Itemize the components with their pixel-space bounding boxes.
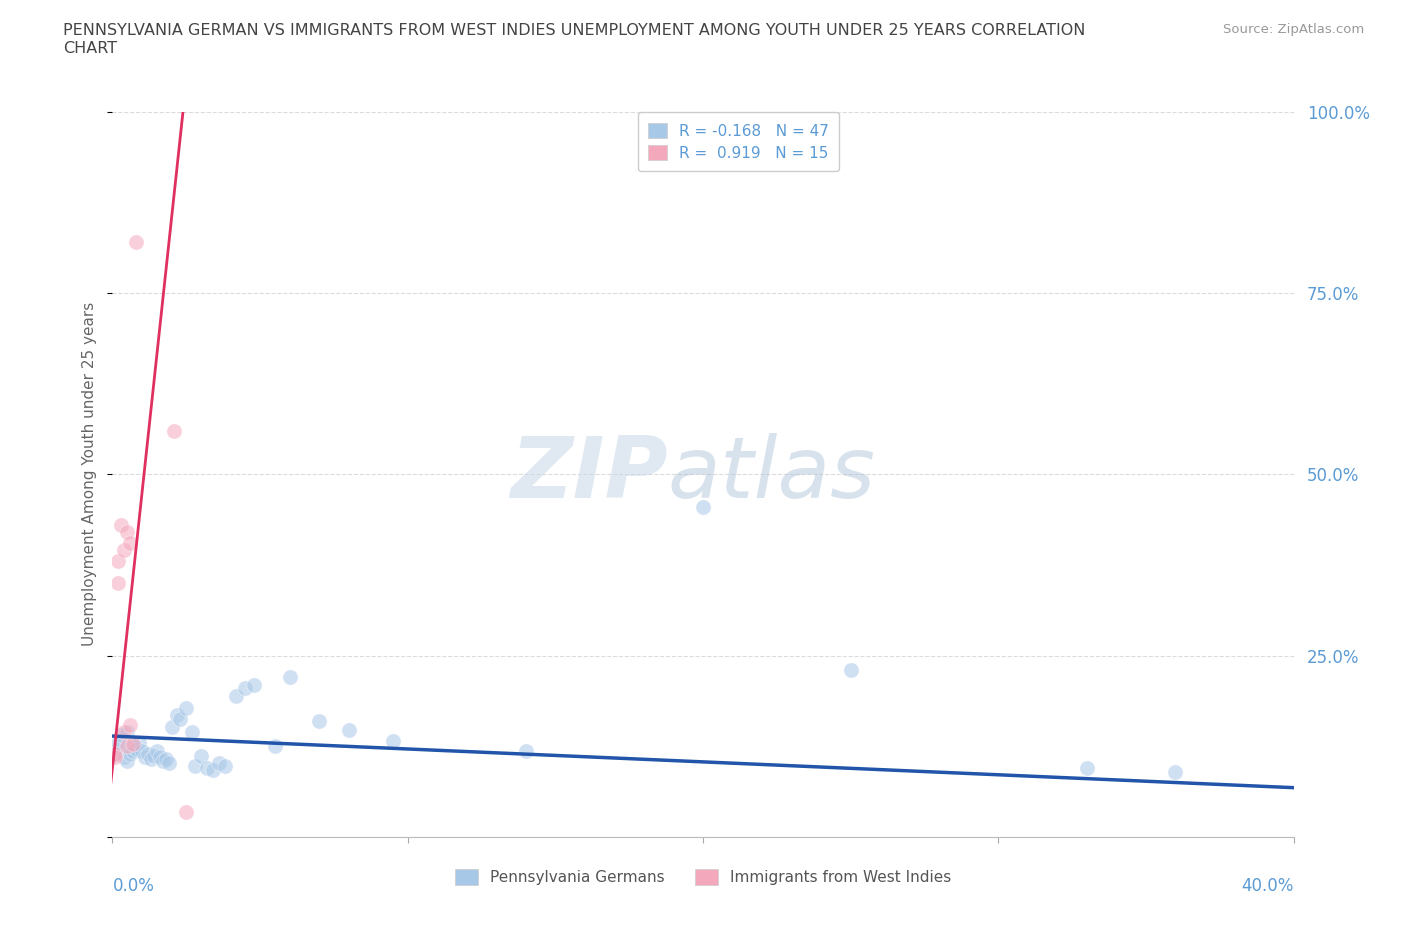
Point [184,759,207,774]
Legend: Pennsylvania Germans, Immigrants from West Indies: Pennsylvania Germans, Immigrants from We… [449,863,957,891]
Point [146,744,169,759]
Point [233,681,256,696]
Point [208,755,231,770]
Point [131,744,153,759]
Y-axis label: Unemployment Among Youth under 25 years: Unemployment Among Youth under 25 years [82,302,97,646]
Point [125,234,148,249]
Point [692,499,714,514]
Point [139,751,162,766]
Point [134,750,156,764]
Point [160,719,183,734]
Point [117,753,138,768]
Point [104,750,127,764]
Text: Source: ZipAtlas.com: Source: ZipAtlas.com [1223,23,1364,36]
Point [174,700,197,715]
Point [201,763,224,777]
Text: ZIP: ZIP [510,432,668,516]
Point [155,751,177,766]
Point [117,738,138,753]
Point [243,677,266,692]
Point [181,724,204,739]
Point [122,737,145,751]
Point [195,761,218,776]
Point [157,755,180,770]
Point [107,554,129,569]
Point [169,712,191,727]
Point [122,744,145,759]
Point [225,688,247,703]
Point [128,736,150,751]
Point [122,738,145,753]
Point [382,734,405,749]
Point [278,670,301,684]
Point [163,423,186,438]
Point [1076,761,1098,776]
Point [515,744,537,759]
Point [120,742,142,757]
Text: PENNSYLVANIA GERMAN VS IMMIGRANTS FROM WEST INDIES UNEMPLOYMENT AMONG YOUTH UNDE: PENNSYLVANIA GERMAN VS IMMIGRANTS FROM W… [63,23,1085,56]
Point [136,746,159,761]
Point [264,738,287,753]
Point [117,525,138,539]
Point [104,746,127,761]
Point [839,663,862,678]
Text: 40.0%: 40.0% [1241,877,1294,895]
Point [190,749,212,764]
Point [337,723,360,737]
Point [104,746,127,761]
Point [107,576,129,591]
Point [149,750,172,764]
Text: 0.0%: 0.0% [112,877,155,895]
Point [152,753,174,768]
Point [174,804,197,819]
Point [308,713,330,728]
Point [1164,764,1187,779]
Point [112,750,135,764]
Point [107,736,129,751]
Point [117,724,138,739]
Point [112,724,135,739]
Point [110,738,132,753]
Point [120,536,142,551]
Point [125,741,148,756]
Point [112,543,135,558]
Point [120,746,142,761]
Point [166,708,188,723]
Text: atlas: atlas [668,432,876,516]
Point [214,759,236,774]
Point [142,749,165,764]
Point [120,717,142,732]
Point [110,728,132,743]
Point [110,518,132,533]
